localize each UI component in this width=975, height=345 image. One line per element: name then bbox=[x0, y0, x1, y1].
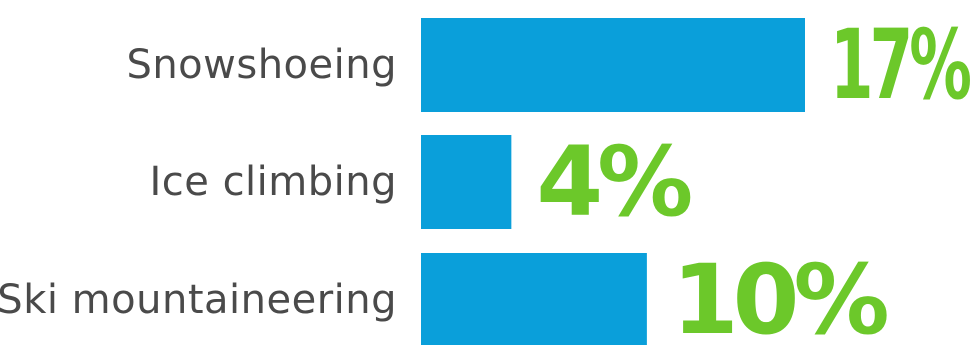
bar-2 bbox=[421, 253, 647, 345]
category-label-1: Ice climbing bbox=[149, 159, 397, 205]
value-label-0: 17% bbox=[830, 9, 970, 121]
category-label-0: Snowshoeing bbox=[126, 42, 397, 88]
value-label-1: 4% bbox=[536, 126, 691, 238]
category-label-2: Ski mountaineering bbox=[0, 277, 397, 323]
category-labels: Snowshoeing Ice climbing Ski mountaineerin… bbox=[0, 42, 397, 323]
value-label-2: 10% bbox=[672, 244, 888, 345]
bar-1 bbox=[421, 135, 512, 229]
bars-layer bbox=[421, 18, 805, 345]
value-labels: 17% 4%10% bbox=[536, 9, 975, 345]
bar-0 bbox=[421, 18, 805, 112]
